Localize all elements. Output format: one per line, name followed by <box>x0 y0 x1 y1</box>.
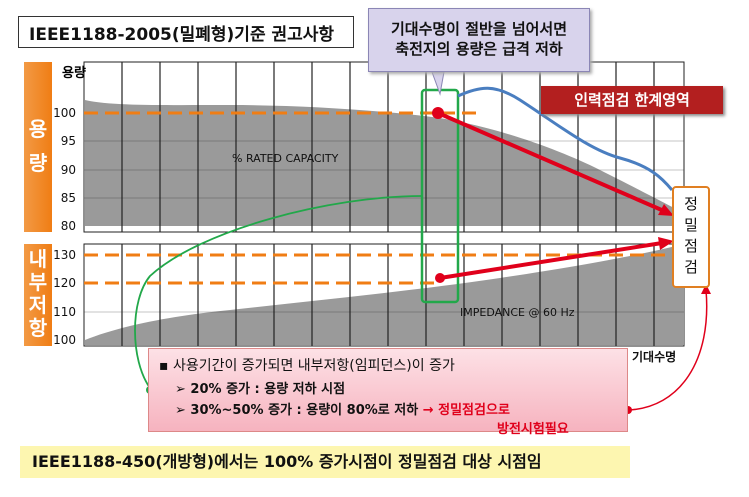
capacity-side-char: 용 <box>28 117 48 141</box>
impedance-rise-arrow <box>439 241 663 280</box>
resistance-side-char: 항 <box>28 316 48 340</box>
impedance-arrowhead <box>658 237 674 250</box>
callout-pointer <box>431 71 445 96</box>
precision-char: 검 <box>684 258 698 276</box>
precision-char: 밀 <box>684 216 698 234</box>
impedance-area <box>85 244 684 345</box>
red-connector-arrowhead <box>701 284 711 294</box>
info-item-2-red-1: 정밀점검으로 <box>438 403 510 418</box>
green-connector <box>134 195 423 389</box>
red-connector <box>627 289 708 411</box>
grid-lines <box>121 62 655 346</box>
limit-zone-badge: 인력점검 한계영역 <box>541 86 723 114</box>
info-item-1-text: 20% 증가 : 용량 저하 시점 <box>190 382 346 397</box>
capacity-tick: 80 <box>60 219 76 233</box>
info-bullet-line: ▪ 사용기간이 증가되면 내부저항(임피던스)이 증가 <box>159 355 617 375</box>
impedance-area-label: IMPEDANCE @ 60 Hz <box>460 306 575 319</box>
impedance-tick: 130 <box>53 248 76 262</box>
page-title: IEEE1188-2005(밀폐형)기준 권고사항 <box>18 16 354 48</box>
capacity-area <box>85 100 684 226</box>
square-bullet-icon: ▪ <box>159 358 173 374</box>
info-item-1: ➢ 20% 증가 : 용량 저하 시점 <box>175 378 617 397</box>
capacity-arrowhead <box>658 204 674 216</box>
resistance-side-label: 내 부 저 항 <box>24 244 52 346</box>
capacity-side-label: 용 량 <box>24 62 52 232</box>
info-bullet-text: 사용기간이 증가되면 내부저항(임피던스)이 증가 <box>172 358 455 374</box>
x-axis-title: 기대수명 <box>632 350 677 364</box>
info-item-2-text: 30%~50% 증가 : 용량이 80%로 저하 <box>190 403 419 418</box>
arrow-right-icon: ➢ <box>175 382 191 397</box>
red-arrow-icon: → <box>422 403 434 418</box>
resistance-side-char: 내 <box>28 247 48 271</box>
precision-char: 정 <box>684 195 698 213</box>
limit-bracket <box>457 86 674 191</box>
capacity-tick: 100 <box>53 106 76 120</box>
info-item-2-red-2: 방전시험필요 <box>497 422 569 437</box>
arrow-right-icon: ➢ <box>175 403 191 418</box>
capacity-drop-arrow <box>437 111 665 213</box>
resistance-side-char: 부 <box>28 270 48 294</box>
capacity-tick: 90 <box>60 163 76 177</box>
info-item-2: ➢ 30%~50% 증가 : 용량이 80%로 저하 → 정밀점검으로 <box>175 399 617 418</box>
capacity-tick: 95 <box>60 134 76 148</box>
info-box: ▪ 사용기간이 증가되면 내부저항(임피던스)이 증가 ➢ 20% 증가 : 용… <box>148 348 628 437</box>
footer-note: IEEE1188-450(개방형)에서는 100% 증가시점이 정밀점검 대상 … <box>20 446 630 478</box>
half-life-callout: 기대수명이 절반을 넘어서면 축전지의 용량은 급격 저하 <box>368 8 590 72</box>
callout-line-2: 축전지의 용량은 급격 저하 <box>395 40 563 58</box>
callout-line-1: 기대수명이 절반을 넘어서면 <box>390 20 568 38</box>
precision-char: 점 <box>684 237 698 255</box>
capacity-tick: 85 <box>60 191 76 205</box>
impedance-tick: 100 <box>53 333 76 347</box>
impedance-tick: 120 <box>53 276 76 290</box>
capacity-area-label: % RATED CAPACITY <box>232 152 339 165</box>
resistance-side-char: 저 <box>28 293 48 317</box>
precision-check-box: 정 밀 점 검 <box>672 186 710 288</box>
capacity-side-char: 량 <box>28 151 48 175</box>
impedance-tick: 110 <box>53 305 76 319</box>
y-axis-title: 용량 <box>62 66 86 81</box>
